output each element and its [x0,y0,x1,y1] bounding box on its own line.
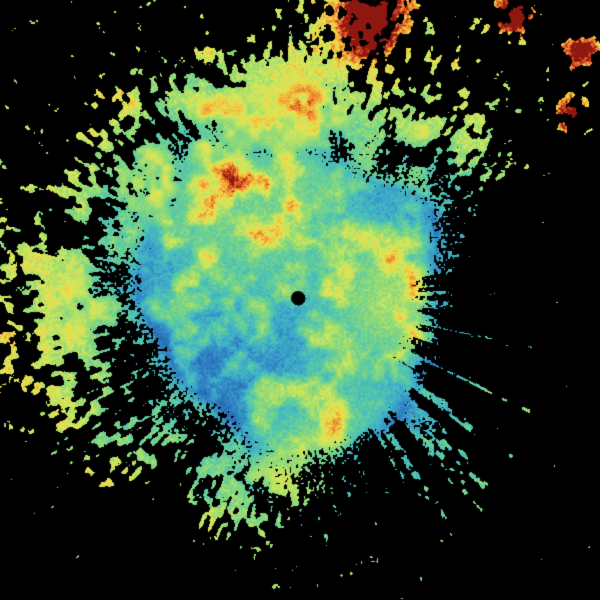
radar-ppi-image [0,0,600,600]
radar-display [0,0,600,600]
